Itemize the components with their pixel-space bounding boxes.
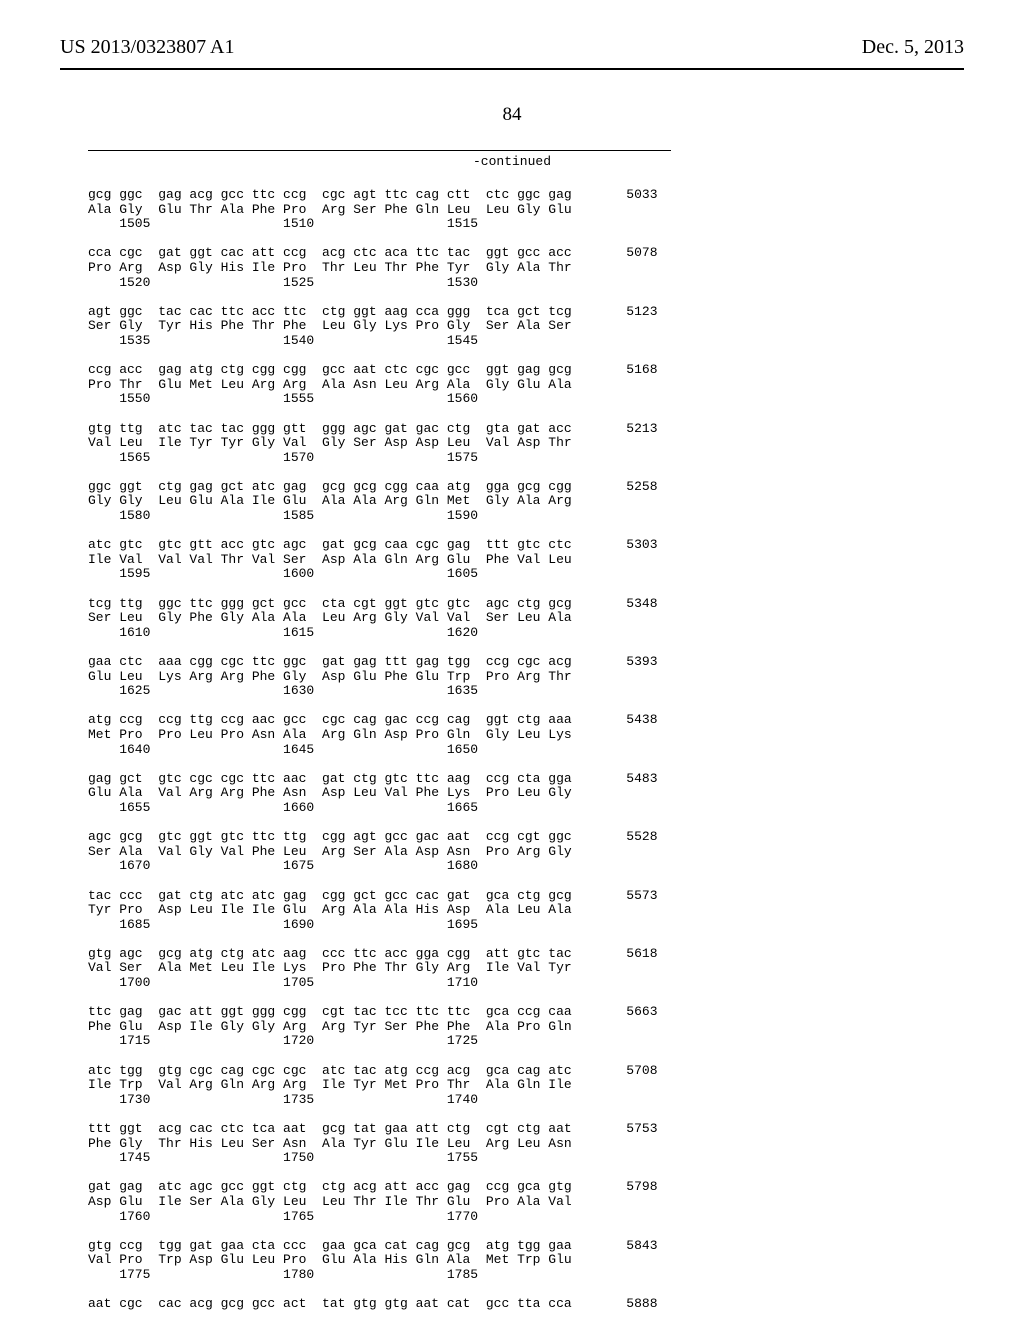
page-number: 84: [0, 104, 1024, 126]
continued-rule: [88, 150, 671, 151]
header-rule: [60, 68, 964, 70]
page: US 2013/0323807 A1 Dec. 5, 2013 84 -cont…: [0, 0, 1024, 1320]
header-pubnum: US 2013/0323807 A1: [60, 36, 234, 59]
continued-label: -continued: [0, 154, 1024, 169]
sequence-listing: gcg ggc gag acg gcc ttc ccg cgc agt ttc …: [88, 188, 788, 1312]
header-date: Dec. 5, 2013: [862, 36, 964, 59]
